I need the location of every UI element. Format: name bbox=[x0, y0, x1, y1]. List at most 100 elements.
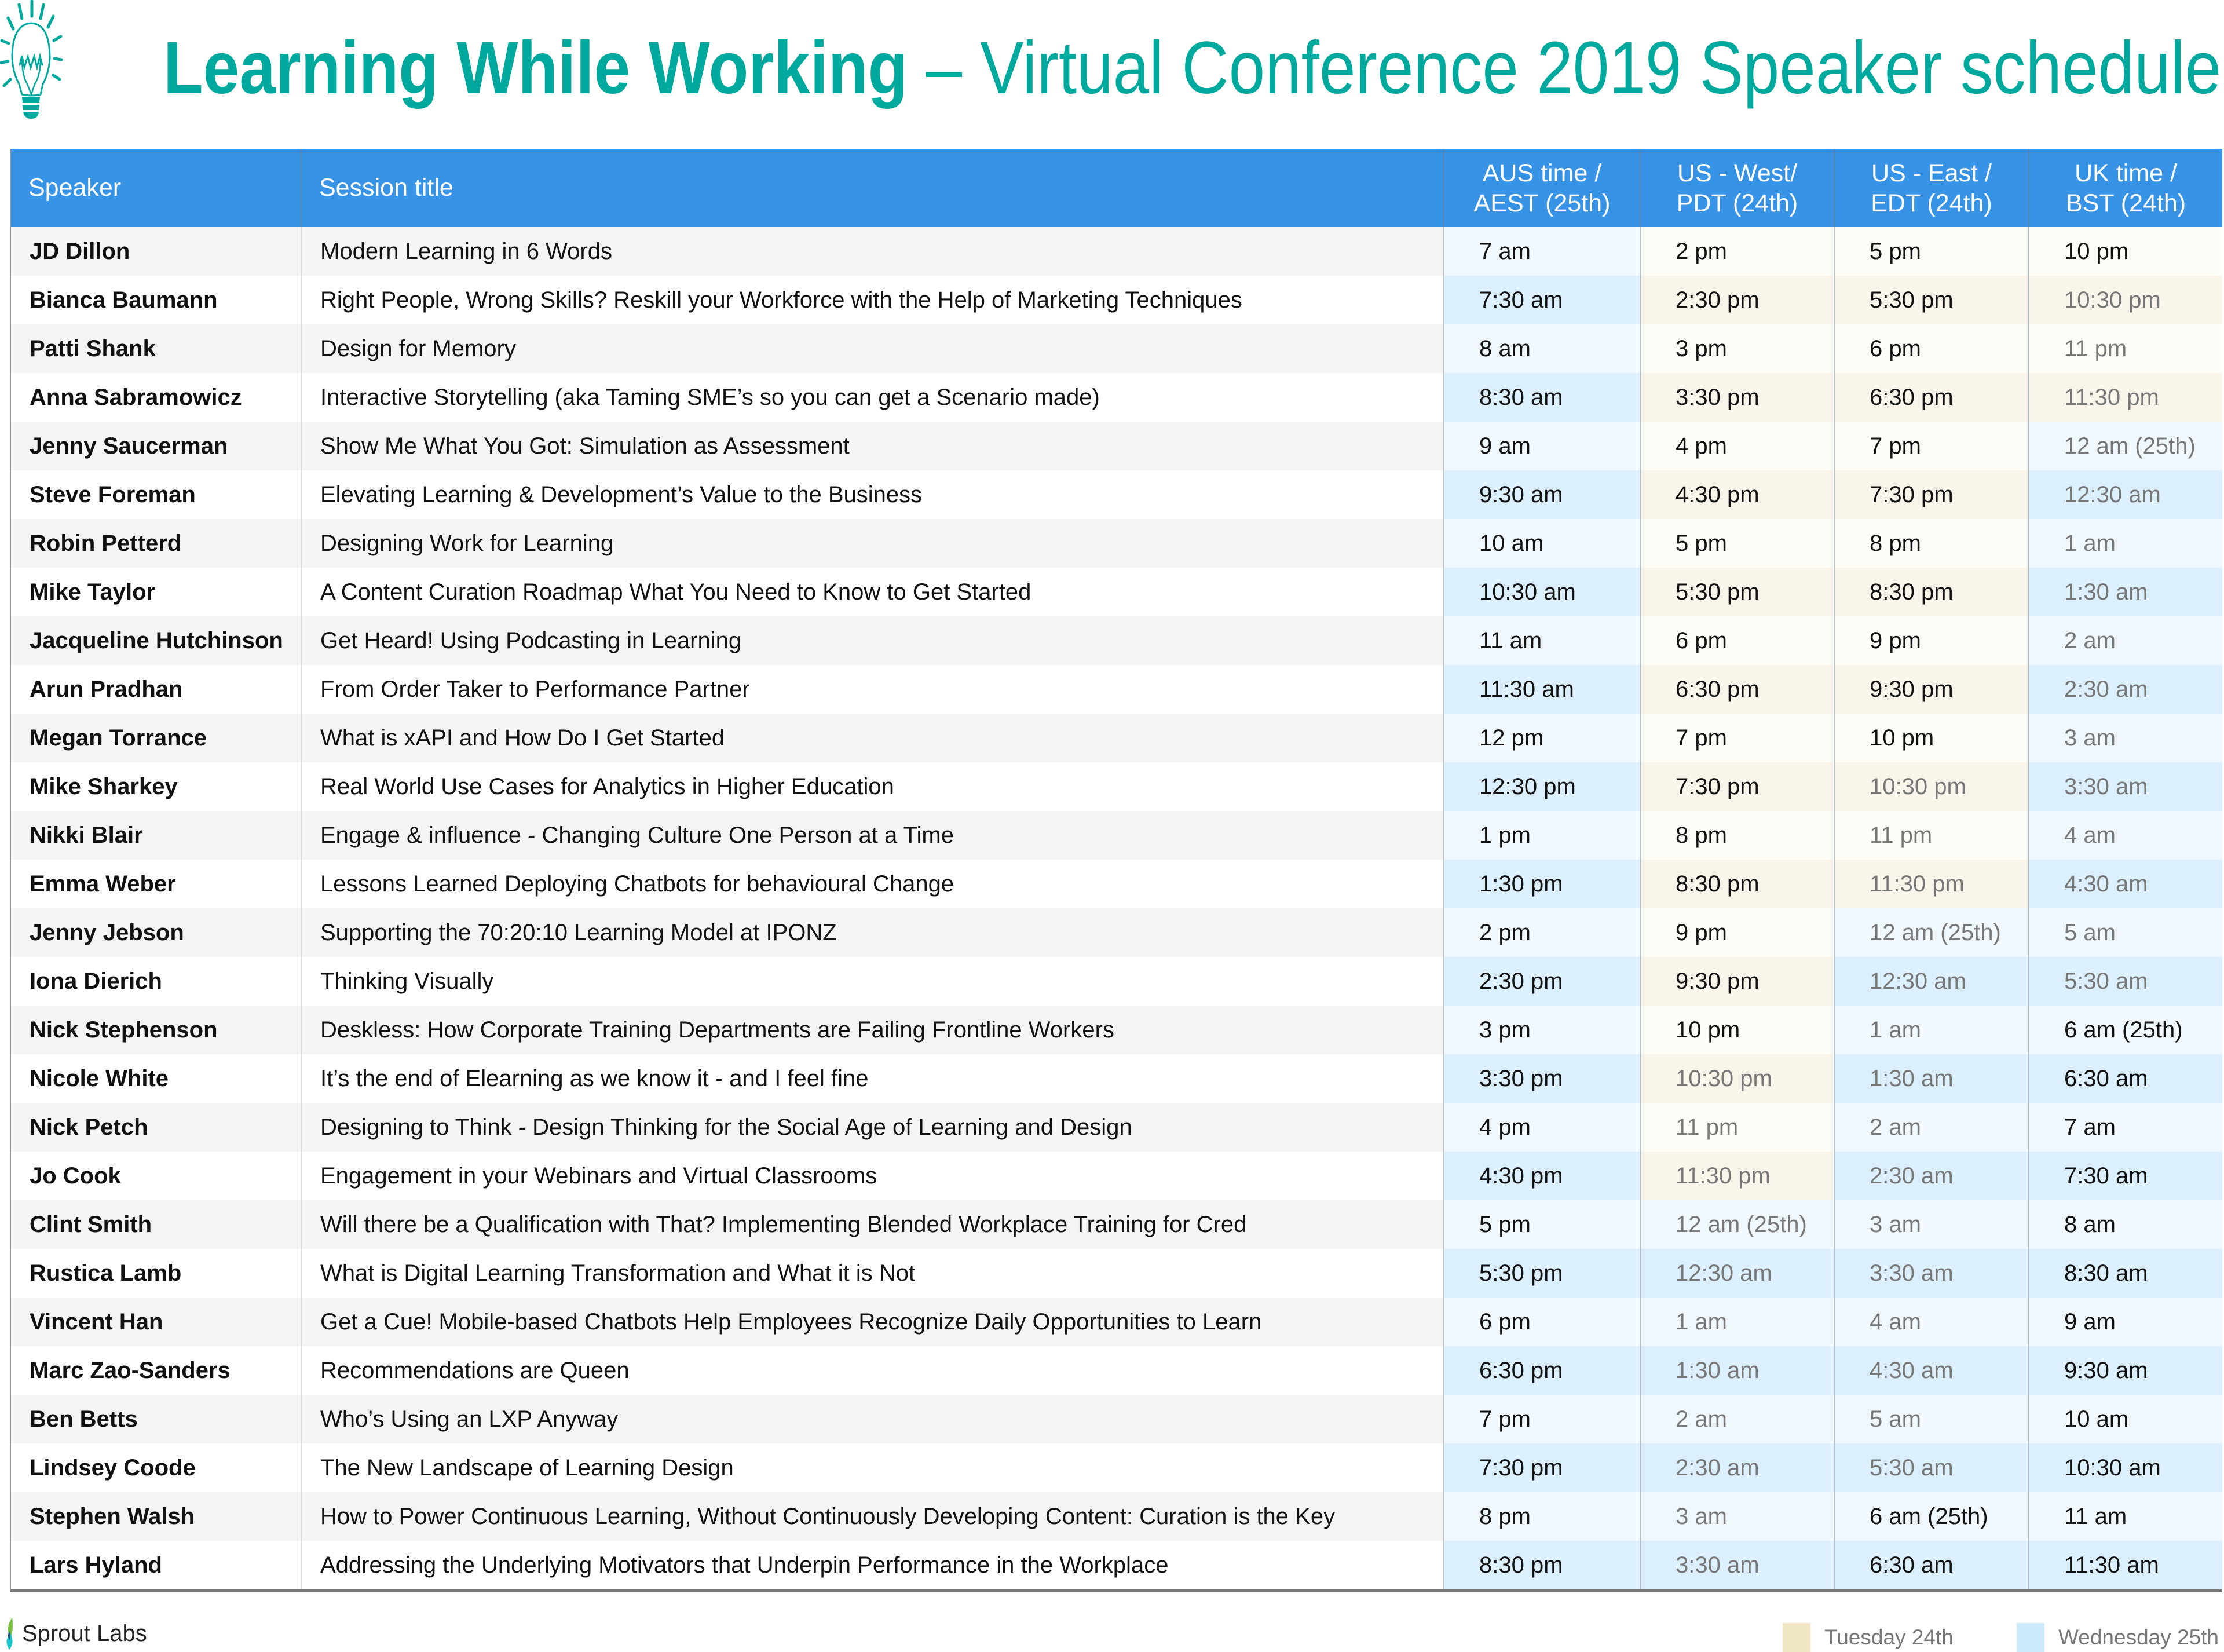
time-cell: 12:30 pm bbox=[1443, 762, 1640, 811]
session-title: Show Me What You Got: Simulation as Asse… bbox=[301, 422, 1443, 470]
time-cell: 3 pm bbox=[1640, 324, 1834, 373]
time-cell: 1:30 am bbox=[1640, 1346, 1834, 1395]
time-cell: 4:30 am bbox=[2028, 860, 2222, 908]
time-cell: 12 pm bbox=[1443, 714, 1640, 762]
time-cell: 7 pm bbox=[1443, 1395, 1640, 1443]
time-cell: 5:30 pm bbox=[1443, 1249, 1640, 1298]
time-cell: 1 pm bbox=[1443, 811, 1640, 860]
speaker-name: Megan Torrance bbox=[11, 714, 301, 762]
time-cell: 10:30 pm bbox=[1640, 1054, 1834, 1103]
legend-tuesday: Tuesday 24th bbox=[1783, 1623, 1954, 1652]
session-title: Elevating Learning & Development’s Value… bbox=[301, 470, 1443, 519]
time-cell: 5 am bbox=[1834, 1395, 2028, 1443]
session-title: Engagement in your Webinars and Virtual … bbox=[301, 1152, 1443, 1200]
time-cell: 11 am bbox=[2028, 1492, 2222, 1541]
speaker-name: Ben Betts bbox=[11, 1395, 301, 1443]
time-cell: 6:30 pm bbox=[1443, 1346, 1640, 1395]
time-cell: 3:30 am bbox=[1834, 1249, 2028, 1298]
title-rest: – Virtual Conference 2019 Speaker schedu… bbox=[908, 27, 2222, 109]
speaker-name: JD Dillon bbox=[11, 227, 301, 276]
time-cell: 6 am (25th) bbox=[1834, 1492, 2028, 1541]
time-cell: 8:30 pm bbox=[1443, 1541, 1640, 1589]
session-title: Real World Use Cases for Analytics in Hi… bbox=[301, 762, 1443, 811]
session-title: The New Landscape of Learning Design bbox=[301, 1443, 1443, 1492]
column-header: US - East / EDT (24th) bbox=[1834, 149, 2028, 227]
time-cell: 1 am bbox=[1640, 1298, 1834, 1346]
speaker-name: Robin Petterd bbox=[11, 519, 301, 568]
time-cell: 1:30 am bbox=[1834, 1054, 2028, 1103]
speaker-name: Anna Sabramowicz bbox=[11, 373, 301, 422]
session-title: From Order Taker to Performance Partner bbox=[301, 665, 1443, 714]
speaker-name: Bianca Baumann bbox=[11, 276, 301, 324]
sprout-leaf-icon bbox=[6, 1617, 13, 1650]
session-title: Recommendations are Queen bbox=[301, 1346, 1443, 1395]
time-cell: 7 am bbox=[2028, 1103, 2222, 1152]
time-cell: 3:30 am bbox=[2028, 762, 2222, 811]
speaker-name: Marc Zao-Sanders bbox=[11, 1346, 301, 1395]
column-header: Speaker bbox=[11, 149, 301, 227]
session-title: How to Power Continuous Learning, Withou… bbox=[301, 1492, 1443, 1541]
time-cell: 9:30 am bbox=[2028, 1346, 2222, 1395]
session-title: Thinking Visually bbox=[301, 957, 1443, 1006]
speaker-name: Stephen Walsh bbox=[11, 1492, 301, 1541]
time-cell: 2 am bbox=[1834, 1103, 2028, 1152]
time-cell: 4 pm bbox=[1640, 422, 1834, 470]
time-cell: 3:30 pm bbox=[1640, 373, 1834, 422]
legend-wednesday: Wednesday 25th bbox=[2017, 1623, 2219, 1652]
time-cell: 7 pm bbox=[1834, 422, 2028, 470]
session-title: Design for Memory bbox=[301, 324, 1443, 373]
time-cell: 5 pm bbox=[1834, 227, 2028, 276]
time-cell: 9 am bbox=[1443, 422, 1640, 470]
time-cell: 9:30 pm bbox=[1640, 957, 1834, 1006]
column-header: Session title bbox=[301, 149, 1443, 227]
time-cell: 4 am bbox=[2028, 811, 2222, 860]
time-cell: 4:30 am bbox=[1834, 1346, 2028, 1395]
session-title: Designing Work for Learning bbox=[301, 519, 1443, 568]
column-header: US - West/ PDT (24th) bbox=[1640, 149, 1834, 227]
speaker-name: Nick Stephenson bbox=[11, 1006, 301, 1054]
time-cell: 6 am (25th) bbox=[2028, 1006, 2222, 1054]
time-cell: 12:30 am bbox=[1640, 1249, 1834, 1298]
time-cell: 11:30 pm bbox=[1640, 1152, 1834, 1200]
time-cell: 2:30 pm bbox=[1640, 276, 1834, 324]
time-cell: 8:30 pm bbox=[1834, 568, 2028, 616]
session-title: Deskless: How Corporate Training Departm… bbox=[301, 1006, 1443, 1054]
time-cell: 2 am bbox=[1640, 1395, 1834, 1443]
session-title: It’s the end of Elearning as we know it … bbox=[301, 1054, 1443, 1103]
time-cell: 3:30 pm bbox=[1443, 1054, 1640, 1103]
speaker-name: Lindsey Coode bbox=[11, 1443, 301, 1492]
time-cell: 4 am bbox=[1834, 1298, 2028, 1346]
wednesday-swatch bbox=[2017, 1623, 2044, 1652]
session-title: What is xAPI and How Do I Get Started bbox=[301, 714, 1443, 762]
time-cell: 3:30 am bbox=[1640, 1541, 1834, 1589]
speaker-name: Jo Cook bbox=[11, 1152, 301, 1200]
sprout-labs-logo: Sprout Labs bbox=[6, 1616, 147, 1651]
session-title: Designing to Think - Design Thinking for… bbox=[301, 1103, 1443, 1152]
time-cell: 2 pm bbox=[1443, 908, 1640, 957]
time-cell: 1 am bbox=[1834, 1006, 2028, 1054]
time-cell: 3 am bbox=[2028, 714, 2222, 762]
session-title: Modern Learning in 6 Words bbox=[301, 227, 1443, 276]
session-title: Interactive Storytelling (aka Taming SME… bbox=[301, 373, 1443, 422]
time-cell: 5:30 pm bbox=[1834, 276, 2028, 324]
time-cell: 3 pm bbox=[1443, 1006, 1640, 1054]
speaker-name: Emma Weber bbox=[11, 860, 301, 908]
time-cell: 11 am bbox=[1443, 616, 1640, 665]
time-cell: 8:30 pm bbox=[1640, 860, 1834, 908]
time-cell: 10:30 am bbox=[2028, 1443, 2222, 1492]
time-cell: 8 pm bbox=[1834, 519, 2028, 568]
speaker-name: Nikki Blair bbox=[11, 811, 301, 860]
time-cell: 10:30 am bbox=[1443, 568, 1640, 616]
time-cell: 10:30 pm bbox=[1834, 762, 2028, 811]
legend-label: Wednesday 25th bbox=[2058, 1625, 2219, 1649]
time-cell: 12:30 am bbox=[2028, 470, 2222, 519]
session-title: Engage & influence - Changing Culture On… bbox=[301, 811, 1443, 860]
speaker-name: Mike Sharkey bbox=[11, 762, 301, 811]
session-title: A Content Curation Roadmap What You Need… bbox=[301, 568, 1443, 616]
brand-name: Sprout Labs bbox=[22, 1620, 147, 1646]
time-cell: 2:30 am bbox=[2028, 665, 2222, 714]
time-cell: 12 am (25th) bbox=[1640, 1200, 1834, 1249]
speaker-name: Jacqueline Hutchinson bbox=[11, 616, 301, 665]
time-cell: 3 am bbox=[1640, 1492, 1834, 1541]
speaker-name: Iona Dierich bbox=[11, 957, 301, 1006]
